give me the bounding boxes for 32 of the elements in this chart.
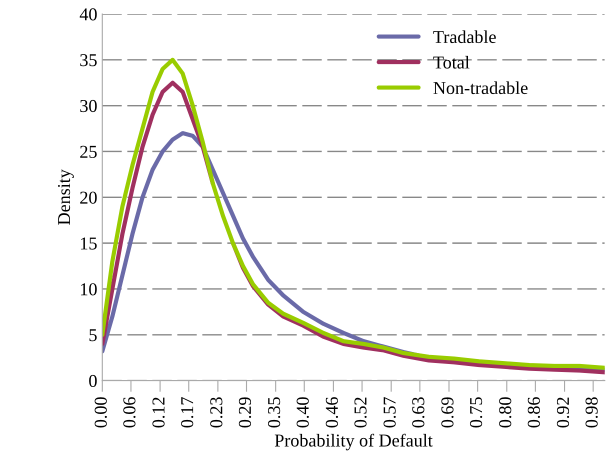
y-tick-label: 0 xyxy=(89,374,97,388)
x-tick-label: 0.92 xyxy=(556,398,570,428)
y-tick-label: 20 xyxy=(80,192,97,204)
x-tick-label: 0.98 xyxy=(586,397,598,428)
x-tick-label: 0.57 xyxy=(384,397,396,428)
x-tick-label: 0.00 xyxy=(94,397,107,428)
x-tick-label: 0.63 xyxy=(412,397,424,428)
y-tick-label: 30 xyxy=(80,100,97,112)
x-tick-label: 0.12 xyxy=(152,398,165,428)
x-tick-label: 0.52 xyxy=(354,398,367,428)
x-tick-label: 0.17 xyxy=(181,397,194,428)
x-tick-label: 0.46 xyxy=(326,397,338,428)
x-tick-label: 0.23 xyxy=(210,397,222,428)
legend-label: Total xyxy=(433,56,470,69)
x-tick-label: 0.35 xyxy=(268,397,280,428)
x-tick-label: 0.06 xyxy=(123,397,136,428)
x-axis-title: Probability of Default xyxy=(274,434,433,450)
y-tick-label: 25 xyxy=(80,146,97,158)
y-tick-label: 5 xyxy=(89,329,97,342)
y-axis-title: Density xyxy=(58,169,74,225)
x-tick-label: 0.86 xyxy=(528,397,540,428)
y-tick-label: 35 xyxy=(80,54,97,66)
legend-label: Tradable xyxy=(433,30,496,44)
x-tick-label: 0.80 xyxy=(499,397,512,428)
x-tick-label: 0.75 xyxy=(470,397,482,428)
y-tick-label: 15 xyxy=(80,237,97,250)
y-tick-label: 40 xyxy=(80,8,97,20)
x-tick-label: 0.69 xyxy=(441,397,454,428)
legend-label: Non-tradable xyxy=(433,81,528,94)
x-tick-label: 0.40 xyxy=(296,397,309,428)
x-tick-label: 0.29 xyxy=(238,397,252,428)
y-tick-label: 10 xyxy=(80,283,97,296)
